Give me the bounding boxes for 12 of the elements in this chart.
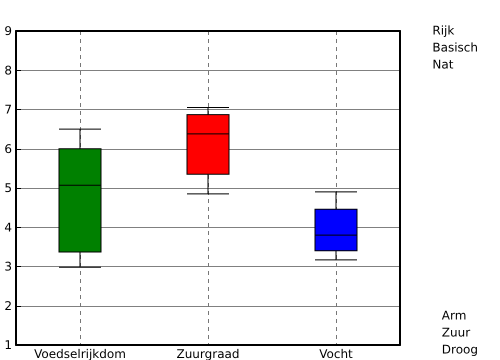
y-tick-label: 7 xyxy=(4,102,12,116)
y-tick-label: 2 xyxy=(4,298,12,313)
y-tick-label: 8 xyxy=(4,63,12,78)
y-tick-label: 1 xyxy=(4,338,12,352)
text: Rijk Basisch Nat xyxy=(432,24,478,72)
text: Arm Zuur Droog xyxy=(442,308,478,356)
y-tick-label: 3 xyxy=(4,260,12,274)
y-tick-label: 4 xyxy=(4,220,12,234)
y-tick-label: 6 xyxy=(4,142,12,156)
y-tick-label: 9 xyxy=(4,24,12,38)
x-tick-label: Vocht xyxy=(319,347,354,360)
y-tick-label: 5 xyxy=(4,181,12,195)
